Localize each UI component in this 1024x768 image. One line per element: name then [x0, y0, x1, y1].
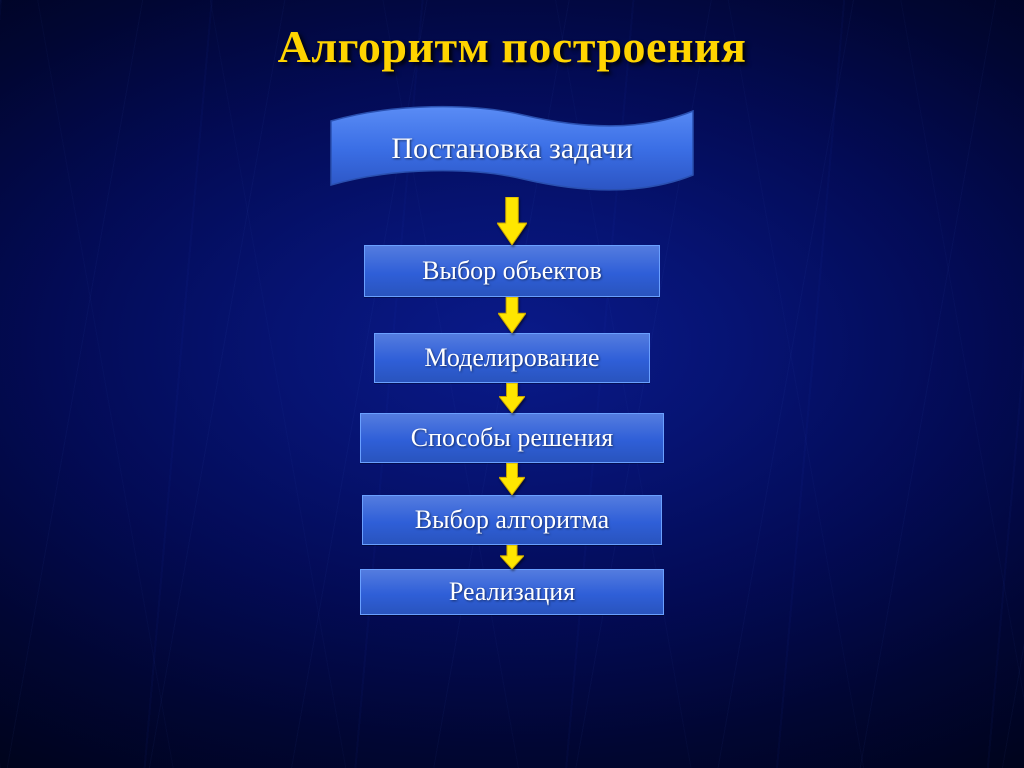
slide: Алгоритм построения Постановка задачи Вы… — [0, 0, 1024, 768]
flow-node-1-label: Моделирование — [424, 343, 599, 373]
flow-node-2-label: Способы решения — [411, 423, 614, 453]
flow-node-4: Реализация — [360, 569, 664, 615]
flow-arrow-2 — [499, 383, 525, 413]
flowchart: Постановка задачи Выбор объектов Моделир… — [323, 97, 701, 615]
flow-node-2: Способы решения — [360, 413, 664, 463]
flow-node-4-label: Реализация — [449, 577, 575, 607]
flow-node-3-label: Выбор алгоритма — [415, 505, 609, 535]
flow-arrow-0 — [497, 197, 527, 245]
flow-node-banner-label: Постановка задачи — [323, 97, 701, 197]
flow-node-1: Моделирование — [374, 333, 650, 383]
flow-arrow-1 — [498, 297, 526, 333]
flow-arrow-3 — [499, 463, 525, 495]
flow-arrow-4 — [500, 545, 524, 569]
flow-node-banner: Постановка задачи — [323, 97, 701, 197]
flow-node-0: Выбор объектов — [364, 245, 660, 297]
flow-node-0-label: Выбор объектов — [422, 256, 602, 286]
flow-node-3: Выбор алгоритма — [362, 495, 662, 545]
slide-title: Алгоритм построения — [278, 20, 747, 73]
